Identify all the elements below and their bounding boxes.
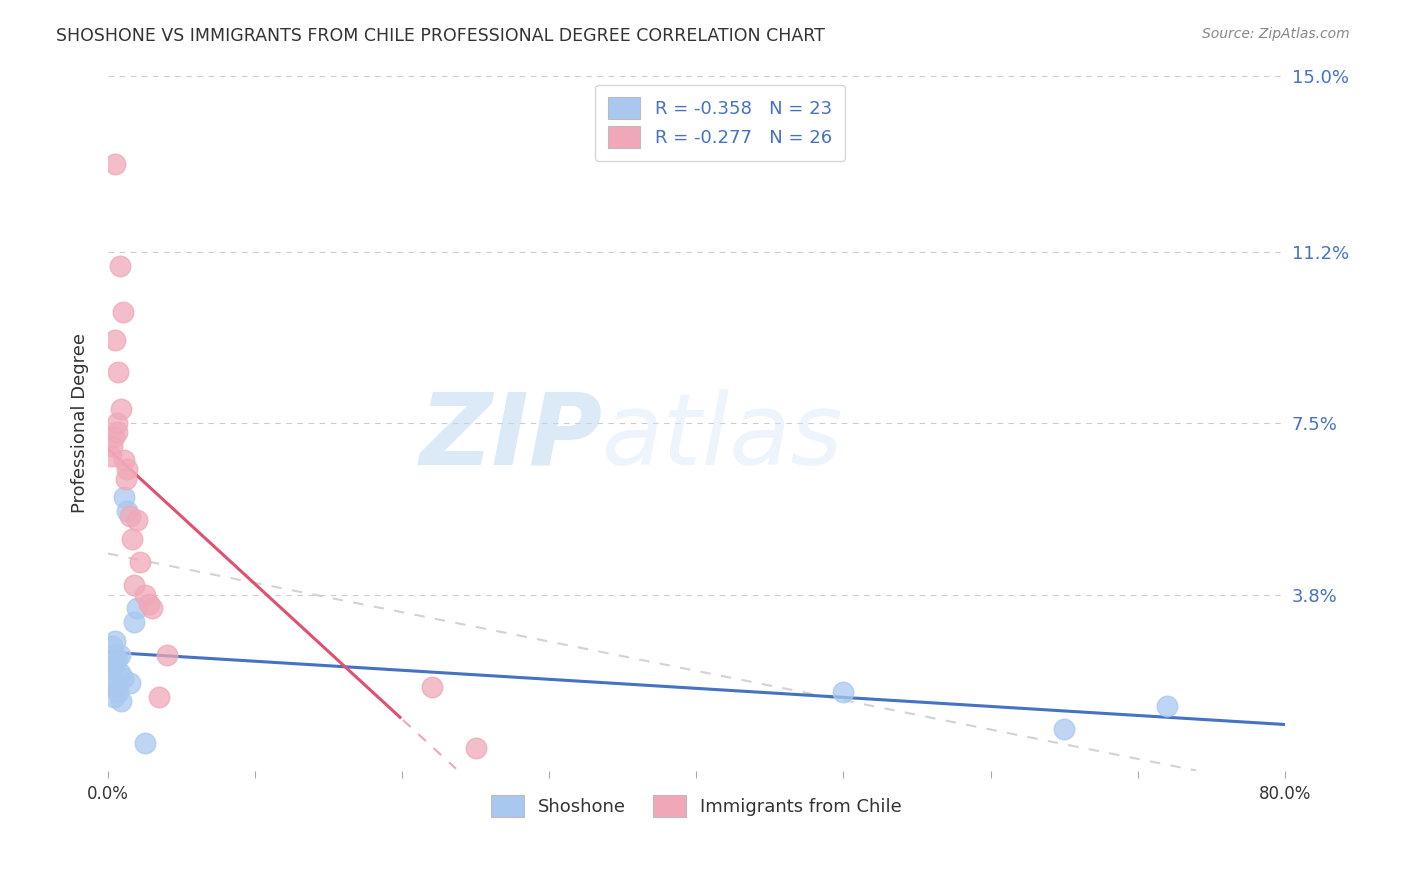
Point <box>134 736 156 750</box>
Point <box>107 365 129 379</box>
Point <box>104 634 127 648</box>
Point <box>104 333 127 347</box>
Point <box>464 740 486 755</box>
Point <box>110 694 132 708</box>
Point <box>124 578 146 592</box>
Point <box>1053 722 1076 736</box>
Point <box>108 666 131 681</box>
Text: Source: ZipAtlas.com: Source: ZipAtlas.com <box>1202 27 1350 41</box>
Point <box>115 504 138 518</box>
Point <box>100 662 122 676</box>
Point <box>108 648 131 662</box>
Point <box>127 601 149 615</box>
Point <box>115 462 138 476</box>
Point <box>108 259 131 273</box>
Text: SHOSHONE VS IMMIGRANTS FROM CHILE PROFESSIONAL DEGREE CORRELATION CHART: SHOSHONE VS IMMIGRANTS FROM CHILE PROFES… <box>56 27 825 45</box>
Point <box>134 588 156 602</box>
Point <box>112 490 135 504</box>
Point <box>105 652 128 666</box>
Point <box>103 430 125 444</box>
Text: atlas: atlas <box>602 389 844 485</box>
Point <box>118 675 141 690</box>
Point <box>110 402 132 417</box>
Point <box>118 508 141 523</box>
Point <box>114 472 136 486</box>
Point <box>832 685 855 699</box>
Point <box>148 690 170 704</box>
Point <box>121 532 143 546</box>
Point <box>107 685 129 699</box>
Point <box>138 597 160 611</box>
Point <box>141 601 163 615</box>
Point <box>104 657 127 672</box>
Legend: Shoshone, Immigrants from Chile: Shoshone, Immigrants from Chile <box>484 788 908 824</box>
Point <box>420 680 443 694</box>
Point <box>124 615 146 630</box>
Point <box>105 680 128 694</box>
Point <box>1156 698 1178 713</box>
Point <box>156 648 179 662</box>
Point <box>101 439 124 453</box>
Point <box>111 671 134 685</box>
Point <box>112 453 135 467</box>
Point <box>105 425 128 440</box>
Point <box>101 671 124 685</box>
Point <box>103 648 125 662</box>
Point <box>104 156 127 170</box>
Point <box>101 639 124 653</box>
Point <box>103 690 125 704</box>
Point <box>127 513 149 527</box>
Point <box>105 416 128 430</box>
Text: ZIP: ZIP <box>419 389 602 485</box>
Y-axis label: Professional Degree: Professional Degree <box>72 333 89 513</box>
Point <box>129 555 152 569</box>
Point <box>111 305 134 319</box>
Point <box>100 449 122 463</box>
